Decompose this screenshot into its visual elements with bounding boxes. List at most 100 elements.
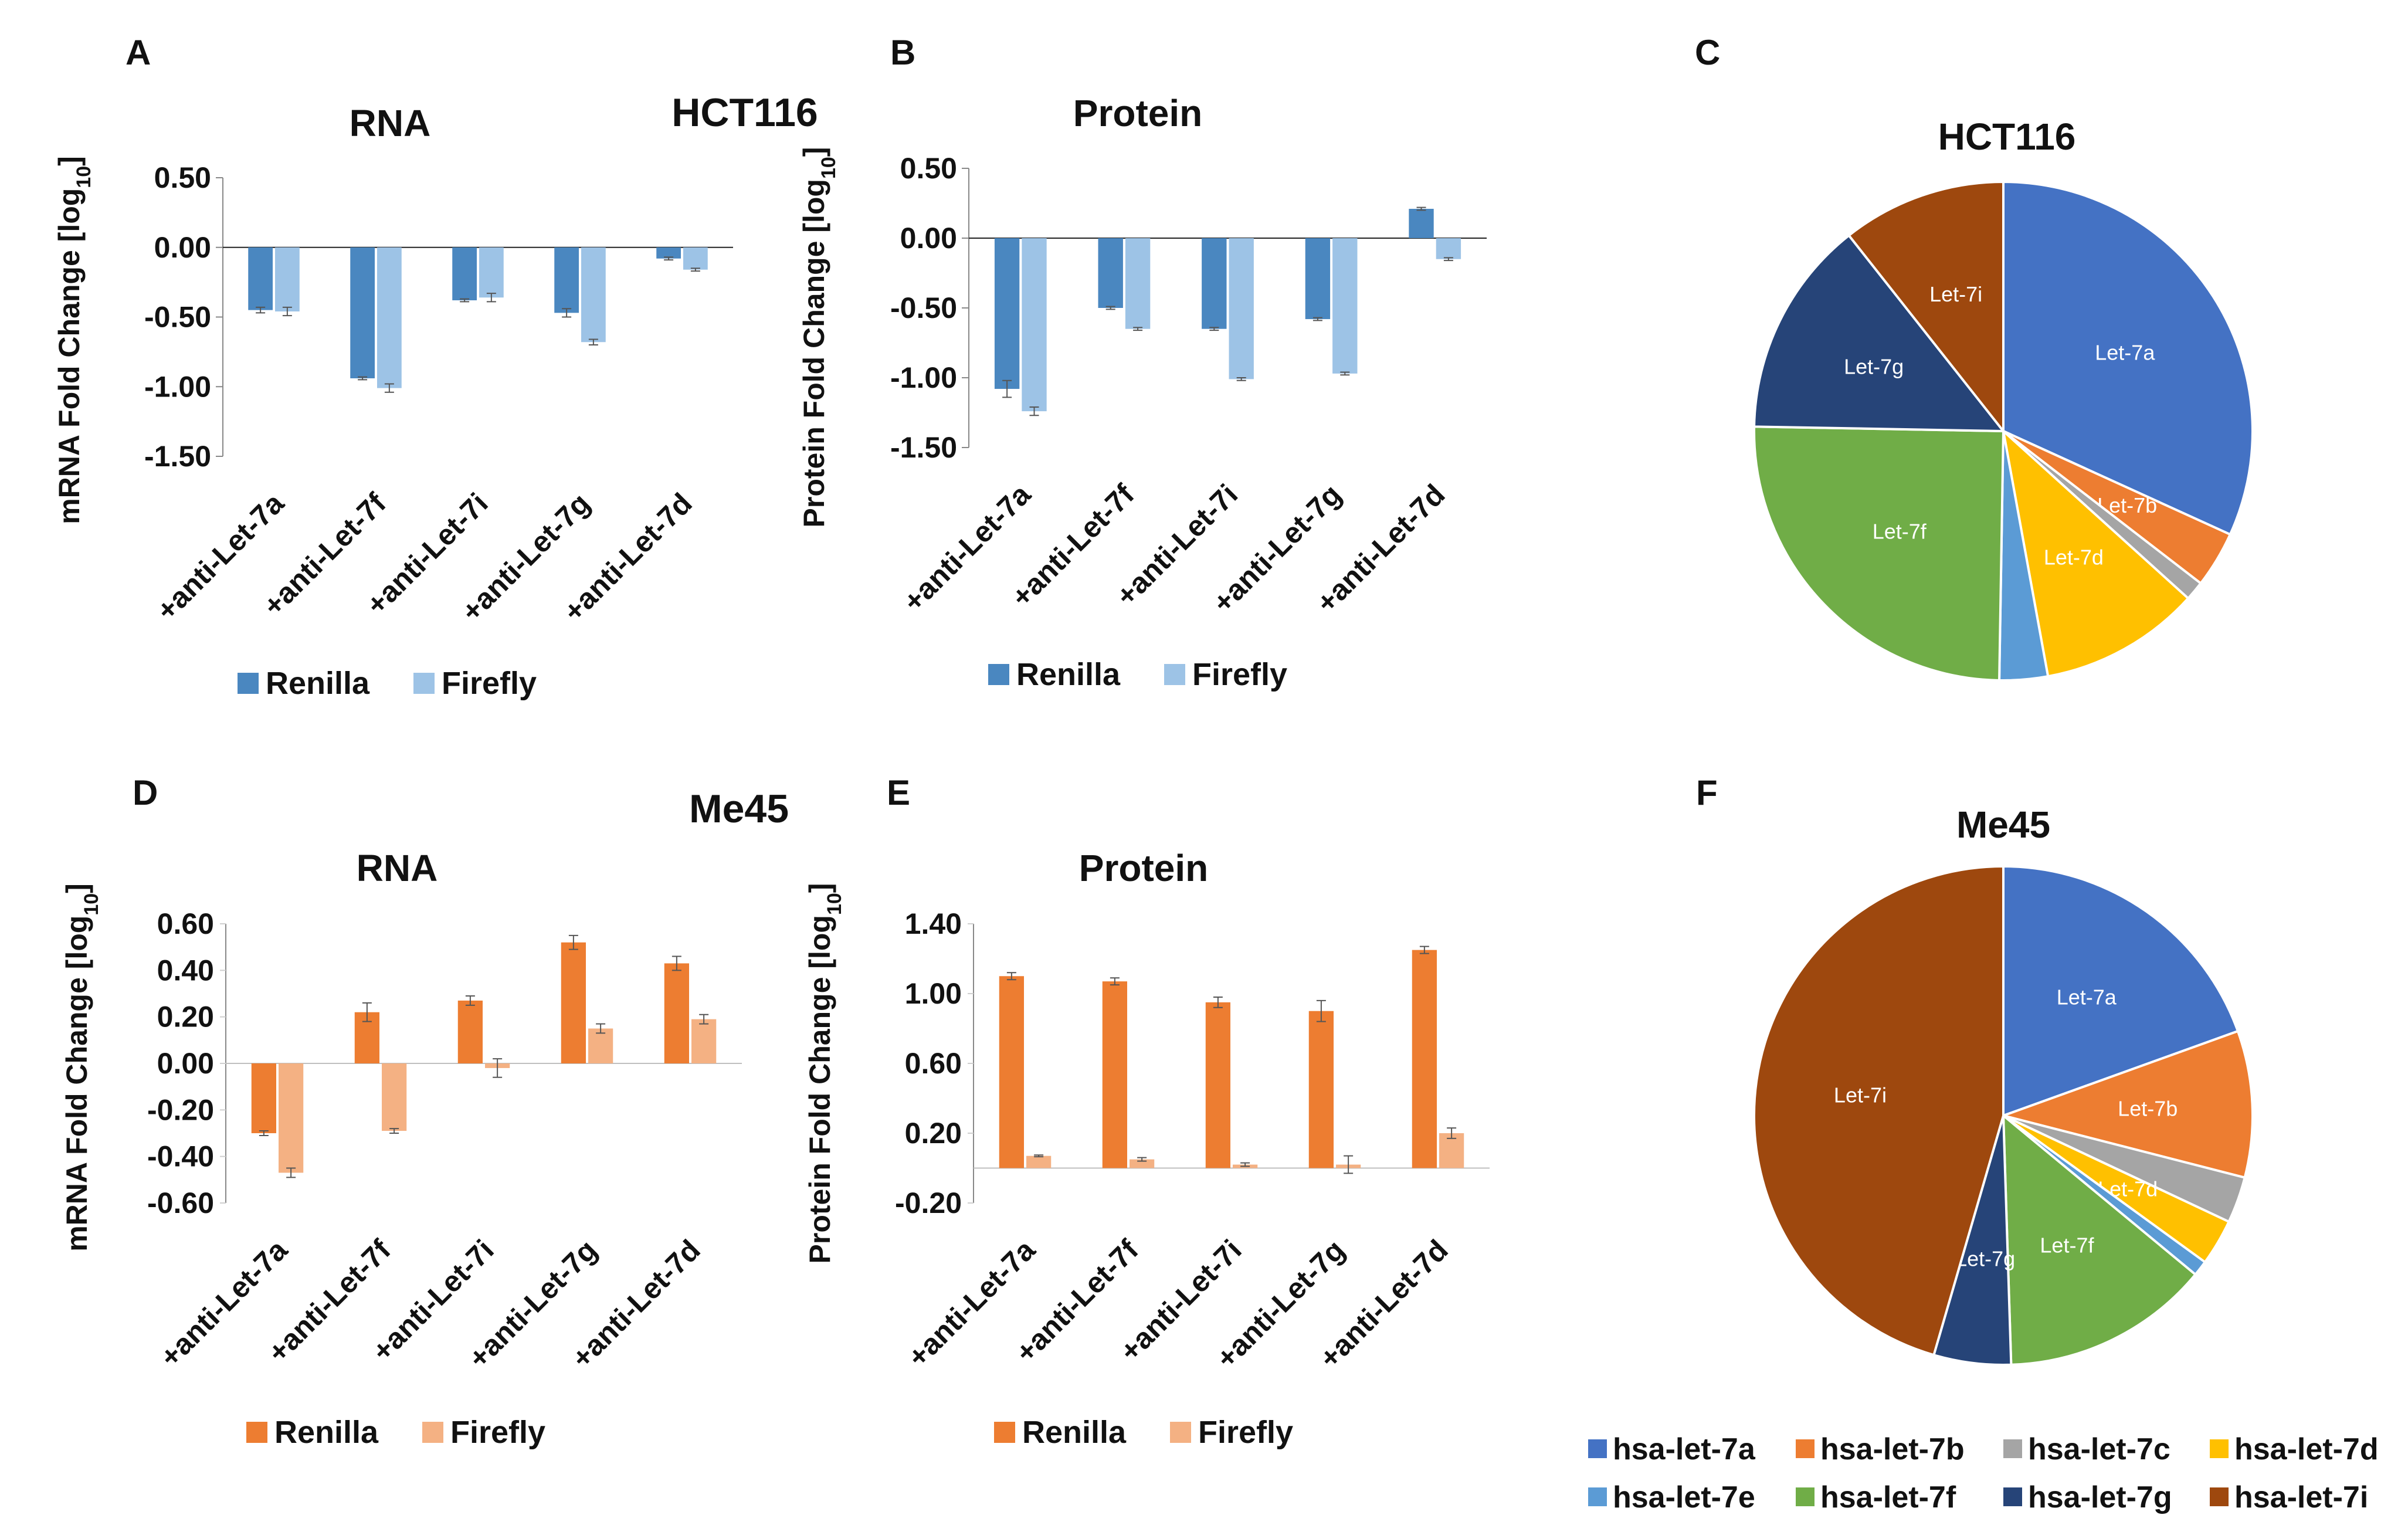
y-tick-label: -0.50 <box>890 292 957 324</box>
pie-slice-label: Let-7a <box>2095 341 2155 365</box>
panel-b-protein-chart: Protein 0.50 0.00 -0.50 -1.00 -1.50 Protein Fo… <box>798 92 1487 692</box>
bar-renilla-2 <box>350 247 375 378</box>
y-tick-label: -0.50 <box>144 301 211 334</box>
bar-firefly-2 <box>1125 238 1151 329</box>
pie-legend-swatch <box>2003 1439 2022 1458</box>
y-tick-label: 0.60 <box>157 907 214 940</box>
pie-slice-label: Let-7i <box>1929 282 1982 306</box>
pie-slice-label: Let-7f <box>2040 1233 2094 1257</box>
panel-letter-c: C <box>1695 33 1720 72</box>
legend-label-firefly: Firefly <box>1192 657 1287 692</box>
pie-slice-let-7f <box>1753 425 2005 682</box>
legend-swatch-renilla <box>994 1422 1015 1443</box>
pie-slice-label: Let-7f <box>1873 519 1927 543</box>
panel-letter-d: D <box>133 773 158 812</box>
bar-firefly-5 <box>1436 238 1461 259</box>
bar-firefly-1 <box>279 1063 304 1173</box>
pie-title: Me45 <box>1956 804 2050 846</box>
pie-legend-label: hsa-let-7i <box>2234 1480 2368 1514</box>
pie-title: HCT116 <box>1938 116 2076 158</box>
legend-swatch-firefly <box>413 673 435 694</box>
bar-firefly-1 <box>1022 238 1047 412</box>
cell-line-bottom: Me45 <box>689 787 789 831</box>
y-tick-label: 0.20 <box>157 1001 214 1033</box>
legend-label-renilla: Renilla <box>274 1415 379 1450</box>
pie-slice-let-7g <box>1753 233 2006 433</box>
pie-slice-let-7a <box>2002 180 2254 536</box>
pie-slice-label: Let-7i <box>1834 1083 1887 1107</box>
pie-legend-label: hsa-let-7g <box>2028 1480 2172 1514</box>
legend-label-firefly: Firefly <box>442 666 537 701</box>
pie-legend-label: hsa-let-7c <box>2028 1432 2170 1466</box>
panel-letter-f: F <box>1696 773 1718 812</box>
panel-a-rna-chart: RNA 0.50 0.00 -0.50 -1.00 -1.50 mRNA Fold Chan… <box>53 102 733 701</box>
bar-renilla-1 <box>251 1063 276 1133</box>
pie-legend-swatch <box>1796 1439 1815 1458</box>
y-tick-label: -1.00 <box>144 370 211 403</box>
y-axis-label: mRNA Fold Change [log10] <box>53 156 95 524</box>
bar-firefly-5 <box>691 1019 717 1063</box>
y-tick-label: 1.00 <box>905 977 962 1010</box>
legend-label-firefly: Firefly <box>450 1415 545 1450</box>
pie-legend-swatch <box>2210 1439 2229 1458</box>
y-axis-label: mRNA Fold Change [log10] <box>60 883 103 1252</box>
pie-legend-swatch <box>1588 1439 1607 1458</box>
pie-legend-swatch <box>2003 1487 2022 1506</box>
y-tick-label: 0.40 <box>157 954 214 987</box>
panel-letter-a: A <box>126 33 151 72</box>
bar-renilla-4 <box>554 247 579 313</box>
y-tick-label: 0.00 <box>154 231 211 264</box>
y-tick-label: -0.20 <box>147 1093 214 1126</box>
y-tick-label: -1.00 <box>890 361 957 394</box>
y-tick-label: 0.00 <box>900 222 957 255</box>
pie-slice-label: Let-7b <box>2118 1096 2178 1120</box>
bar-renilla-3 <box>1205 1002 1230 1168</box>
bar-firefly-3 <box>1229 238 1254 379</box>
bar-firefly-1 <box>1026 1155 1052 1168</box>
cell-line-top: HCT116 <box>671 90 818 135</box>
legend-swatch-renilla <box>988 664 1009 685</box>
y-tick-label: -0.60 <box>147 1187 214 1219</box>
pie-slice-let-7d <box>2001 428 2190 678</box>
y-axis-label: Protein Fold Change [log10] <box>798 147 840 528</box>
y-tick-label: 0.50 <box>900 152 957 185</box>
y-tick-label: -1.50 <box>144 440 211 473</box>
bar-firefly-4 <box>1332 238 1358 374</box>
pie-legend-swatch <box>2210 1487 2229 1506</box>
panel-d-rna-chart: RNA 0.60 0.40 0.20 0.00 -0.20 -0.40 -0.60 mRNA F… <box>60 847 742 1450</box>
pie-slice-label: Let-7d <box>2044 545 2104 569</box>
legend-swatch-renilla <box>246 1422 267 1443</box>
legend-label-renilla: Renilla <box>1016 657 1121 692</box>
bar-renilla-1 <box>999 976 1024 1168</box>
y-tick-label: -0.40 <box>147 1140 214 1173</box>
bar-renilla-5 <box>1412 950 1437 1168</box>
legend-label-firefly: Firefly <box>1198 1415 1293 1450</box>
bar-firefly-1 <box>275 247 300 311</box>
bar-firefly-2 <box>1130 1159 1155 1168</box>
bar-firefly-5 <box>683 247 708 270</box>
bar-renilla-2 <box>1098 238 1123 308</box>
y-tick-label: 0.00 <box>157 1047 214 1080</box>
bar-renilla-5 <box>656 247 681 259</box>
chart-title: RNA <box>350 102 431 144</box>
chart-title: RNA <box>357 847 438 889</box>
pie-slice-let-7f <box>2002 1113 2197 1366</box>
legend-swatch-firefly <box>422 1422 443 1443</box>
bar-renilla-5 <box>664 963 689 1063</box>
bar-firefly-4 <box>588 1028 613 1063</box>
legend-swatch-renilla <box>238 673 259 694</box>
pie-slice-label: Let-7a <box>2057 985 2117 1009</box>
bar-renilla-4 <box>561 942 586 1063</box>
chart-title: Protein <box>1079 847 1208 889</box>
bar-renilla-1 <box>248 247 273 310</box>
legend-label-renilla: Renilla <box>266 666 370 701</box>
pie-slice-let-7i <box>1753 865 2005 1357</box>
y-tick-label: 1.40 <box>905 907 962 940</box>
y-tick-label: -0.20 <box>895 1187 962 1219</box>
pie-legend-label: hsa-let-7f <box>1820 1480 1956 1514</box>
pie-legend-label: hsa-let-7a <box>1613 1432 1756 1466</box>
bar-renilla-5 <box>1409 209 1434 238</box>
bar-firefly-3 <box>479 247 504 298</box>
pie-legend-swatch <box>1588 1487 1607 1506</box>
pie-legend-label: hsa-let-7b <box>1820 1432 1965 1466</box>
